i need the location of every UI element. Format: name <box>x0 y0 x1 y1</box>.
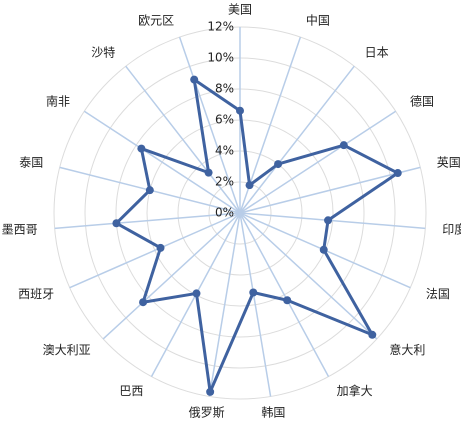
category-label: 日本 <box>365 45 389 59</box>
r-tick-label: 8% <box>215 82 234 96</box>
spoke <box>125 65 241 214</box>
point <box>139 298 148 307</box>
category-label: 西班牙 <box>18 287 54 301</box>
point <box>324 216 333 225</box>
point <box>249 288 258 297</box>
point <box>206 387 215 396</box>
point <box>190 75 199 84</box>
spoke <box>83 110 241 214</box>
series-line <box>114 78 400 394</box>
category-label: 巴西 <box>119 384 143 398</box>
category-label: 中国 <box>306 12 330 27</box>
point <box>245 181 254 190</box>
point <box>393 169 402 178</box>
spoke <box>239 212 272 397</box>
point <box>339 141 348 150</box>
r-tick-label: 0% <box>215 206 234 220</box>
spoke <box>54 212 241 230</box>
spoke <box>239 212 330 377</box>
point <box>274 160 283 169</box>
spoke <box>178 36 241 214</box>
r-tick-label: 12% <box>207 20 234 34</box>
category-label: 英国 <box>437 156 461 170</box>
point <box>368 330 377 339</box>
point <box>192 289 201 298</box>
spoke <box>239 212 378 340</box>
r-tick-label: 10% <box>207 51 234 65</box>
category-label: 俄罗斯 <box>189 406 225 420</box>
spoke <box>208 212 241 397</box>
point <box>156 243 165 252</box>
category-label: 韩国 <box>261 405 285 420</box>
category-label: 意大利 <box>389 342 425 357</box>
point <box>204 168 213 177</box>
category-label: 法国 <box>426 287 450 301</box>
point <box>283 296 292 305</box>
point <box>112 219 121 228</box>
category-label: 德国 <box>410 93 434 108</box>
category-label: 澳大利亚 <box>43 343 91 357</box>
spoke <box>239 212 426 230</box>
point <box>145 186 154 195</box>
r-tick-label: 6% <box>215 113 234 127</box>
category-label: 美国 <box>228 3 252 17</box>
point <box>319 245 328 254</box>
category-label: 墨西哥 <box>2 222 38 236</box>
category-label: 欧元区 <box>138 13 174 27</box>
category-label: 泰国 <box>19 156 43 170</box>
point <box>236 106 244 115</box>
spoke <box>239 65 355 214</box>
point <box>137 144 146 153</box>
r-tick-label: 4% <box>215 144 234 158</box>
spoke <box>102 212 241 340</box>
spoke <box>239 166 421 214</box>
category-label: 沙特 <box>91 44 115 59</box>
r-tick-label: 2% <box>215 175 234 189</box>
spoke <box>239 110 397 214</box>
spoke <box>69 212 241 289</box>
category-label: 加拿大 <box>337 383 373 398</box>
category-label: 印度 <box>442 221 461 236</box>
category-label: 南非 <box>46 93 70 108</box>
